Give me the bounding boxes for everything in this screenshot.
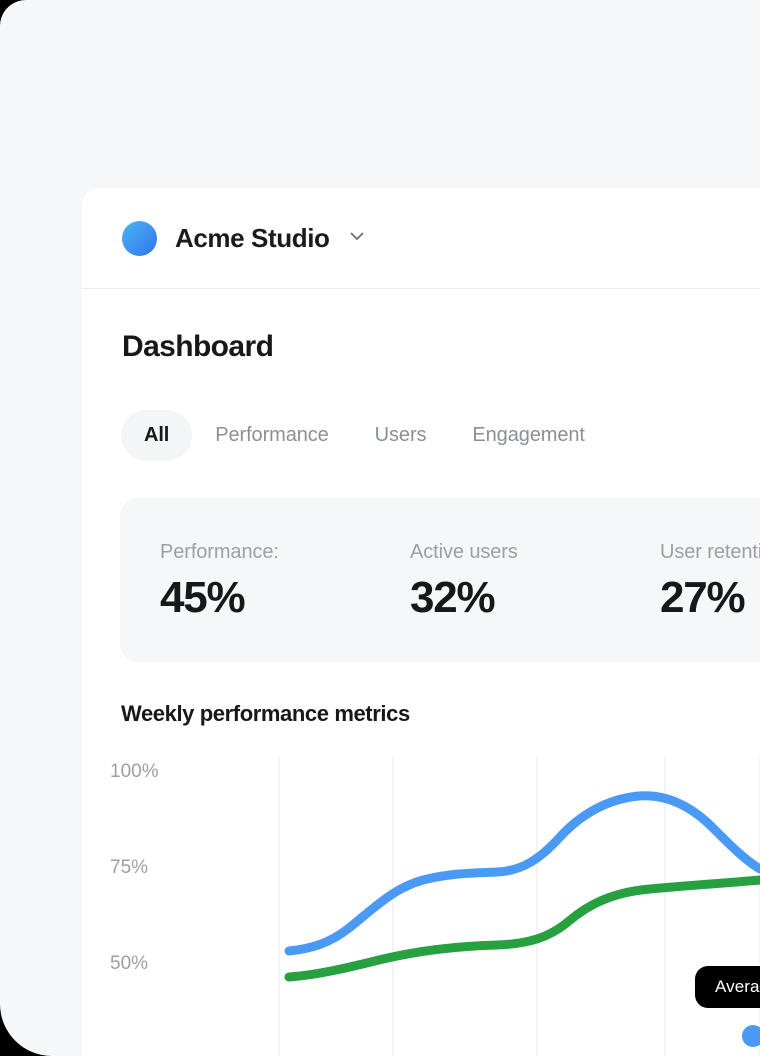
chart-line-users	[284, 875, 760, 982]
chart-title: Weekly performance metrics	[121, 701, 410, 726]
stat-value: 45%	[160, 572, 246, 622]
tab-performance[interactable]: Performance	[215, 424, 329, 446]
stat-active-users: Active users 32%	[370, 541, 620, 620]
workspace-name: Acme Studio	[175, 222, 330, 253]
stat-label: Performance:	[160, 540, 279, 563]
circle-avatar-icon	[122, 220, 157, 256]
chart-y-axis: 100% 75% 50%	[106, 756, 184, 1056]
chart-line-performance	[284, 791, 760, 956]
dashboard-app-card: Acme Studio Dashboard All Performance Us…	[82, 188, 760, 1056]
page-title: Dashboard	[122, 330, 274, 363]
chart-marker-layer	[197, 756, 760, 1056]
y-axis-tick: 75%	[110, 857, 149, 878]
tab-engagement[interactable]: Engagement	[472, 424, 585, 446]
tab-bar: All Performance Users Engagement	[121, 410, 608, 461]
weekly-performance-chart: 100% 75% 50%	[82, 756, 760, 1056]
chart-average-dot[interactable]	[742, 1025, 760, 1047]
chevron-down-icon[interactable]	[346, 225, 368, 252]
workspace-header: Acme Studio	[82, 188, 760, 289]
chart-lines-svg	[278, 756, 760, 1056]
stat-label: Active users	[410, 540, 518, 563]
stat-label: User retention	[660, 540, 760, 563]
chart-gridlines	[278, 756, 760, 1056]
chart-plot-area[interactable]: Average 57%	[197, 756, 760, 1056]
tab-all[interactable]: All	[121, 410, 193, 461]
y-axis-tick: 100%	[110, 761, 159, 782]
y-axis-tick: 50%	[110, 953, 149, 974]
stats-summary-card: Performance: 45% Active users 32% User r…	[120, 498, 760, 662]
stat-value: 27%	[660, 572, 746, 622]
chart-tooltip: Average 57%	[695, 966, 760, 1008]
stat-value: 32%	[410, 572, 496, 622]
stat-performance: Performance: 45%	[120, 541, 370, 620]
stat-user-retention: User retention 27%	[620, 541, 760, 620]
tab-users[interactable]: Users	[374, 424, 427, 446]
